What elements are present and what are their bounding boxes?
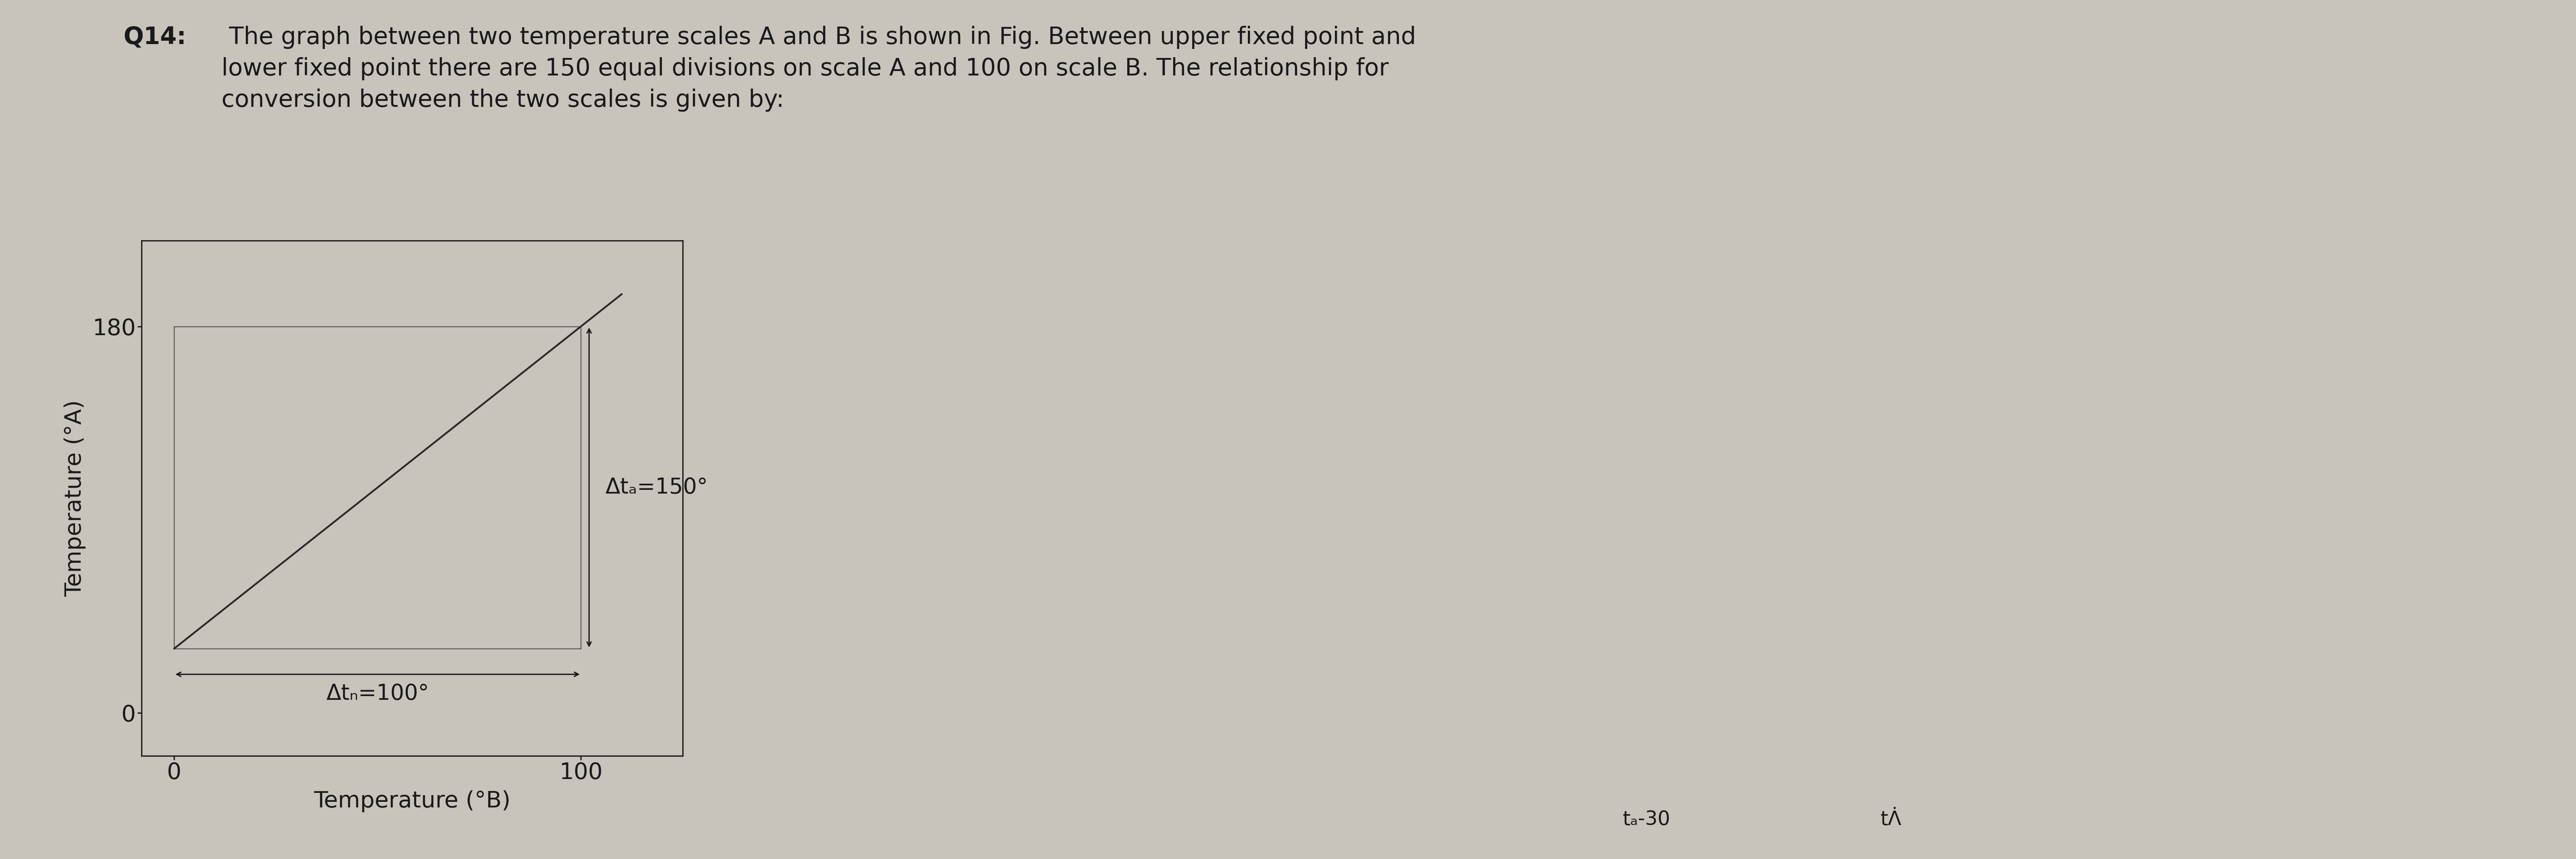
Text: Δtₙ=100°: Δtₙ=100° (327, 683, 430, 704)
Text: The graph between two temperature scales A and B is shown in Fig. Between upper : The graph between two temperature scales… (222, 26, 1417, 112)
Text: Q14:: Q14: (124, 26, 185, 49)
X-axis label: Temperature (°B): Temperature (°B) (314, 790, 510, 813)
Text: tᐲ: tᐲ (1880, 809, 1901, 829)
Y-axis label: Temperature (°A): Temperature (°A) (64, 399, 85, 597)
Text: tₐ-30: tₐ-30 (1623, 809, 1672, 829)
Text: Δtₐ=150°: Δtₐ=150° (605, 477, 708, 498)
